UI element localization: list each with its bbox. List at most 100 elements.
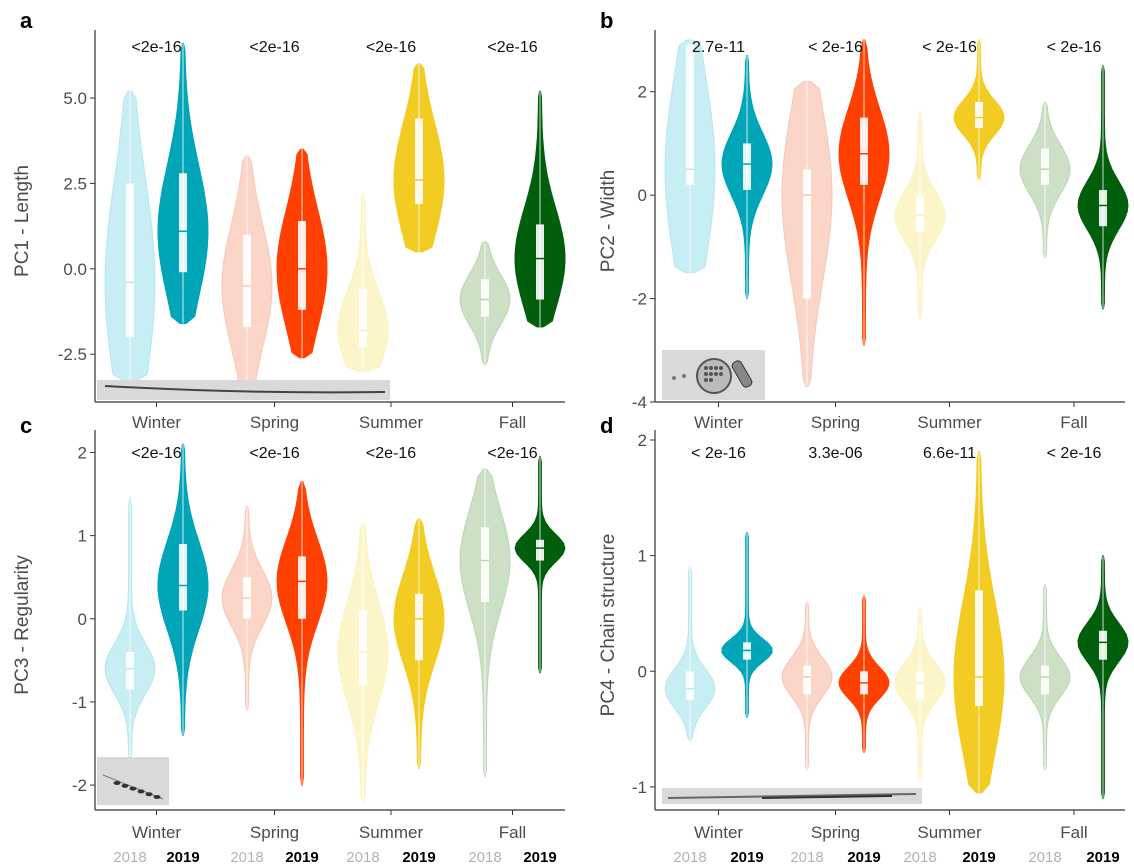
iqr-box bbox=[803, 169, 811, 299]
iqr-box bbox=[916, 195, 924, 232]
x-tick-label: Winter bbox=[132, 823, 181, 842]
panel-letter: b bbox=[600, 8, 613, 33]
iqr-box bbox=[179, 543, 187, 611]
iqr-box bbox=[298, 556, 306, 619]
iqr-box bbox=[1099, 630, 1107, 660]
x-tick-label: Spring bbox=[811, 823, 860, 842]
year-label-2018: 2018 bbox=[790, 849, 823, 865]
panel-b: b -4 -2 0 2 PC2 - Width Winter 2.7e-11 Spring < 2… bbox=[598, 8, 1129, 432]
violin-a-spring-2018 bbox=[221, 155, 273, 389]
violin-d-fall-2019 bbox=[1077, 555, 1129, 799]
year-label-2019: 2019 bbox=[847, 849, 880, 865]
violin-d-summer-2018 bbox=[894, 607, 946, 782]
iqr-box bbox=[179, 173, 187, 273]
iqr-box bbox=[975, 590, 983, 706]
iqr-box bbox=[686, 45, 694, 185]
iqr-box bbox=[743, 143, 751, 190]
x-tick-label: Summer bbox=[359, 823, 424, 842]
iqr-box bbox=[126, 652, 134, 690]
violin-b-winter-2018 bbox=[664, 39, 716, 274]
violin-b-summer-2019 bbox=[953, 39, 1005, 181]
cell-shape bbox=[714, 372, 718, 376]
x-tick-label: Summer bbox=[917, 413, 982, 432]
x-tick-label: Fall bbox=[1060, 413, 1087, 432]
p-value-label: 3.3e-06 bbox=[808, 445, 862, 462]
iqr-box bbox=[536, 539, 544, 561]
cell-shape bbox=[129, 786, 137, 791]
iqr-box bbox=[298, 221, 306, 310]
iqr-box bbox=[686, 671, 694, 701]
y-tick-label: 0 bbox=[638, 662, 647, 681]
iqr-box bbox=[359, 610, 367, 686]
cell-shape bbox=[672, 376, 676, 380]
panel-letter: a bbox=[20, 8, 33, 33]
x-tick-label: Winter bbox=[694, 413, 743, 432]
violin-a-winter-2019 bbox=[157, 42, 209, 324]
cell-shape bbox=[731, 360, 753, 388]
year-label-2019: 2019 bbox=[166, 849, 199, 865]
cell-shape bbox=[667, 793, 917, 799]
iqr-box bbox=[1041, 148, 1049, 185]
panel-letter: d bbox=[600, 413, 613, 438]
violin-d-summer-2019 bbox=[953, 451, 1005, 794]
panel-d: d -1 0 1 2 PC4 - Chain structure Winter < 2e-16… bbox=[598, 413, 1129, 865]
violin-b-fall-2019 bbox=[1077, 65, 1129, 310]
cell-shape bbox=[709, 366, 713, 370]
year-label-2019: 2019 bbox=[730, 849, 763, 865]
y-tick-label: 2 bbox=[638, 431, 647, 450]
y-tick-label: 1 bbox=[638, 547, 647, 566]
cell-shape bbox=[704, 366, 708, 370]
iqr-box bbox=[481, 527, 489, 603]
iqr-box bbox=[359, 289, 367, 348]
violin-c-winter-2018 bbox=[104, 497, 156, 761]
y-tick-label: -2 bbox=[72, 776, 87, 795]
year-label-2018: 2018 bbox=[903, 849, 936, 865]
cell-shape bbox=[719, 372, 723, 376]
year-label-2018: 2018 bbox=[113, 849, 146, 865]
y-tick-label: 0 bbox=[78, 610, 87, 629]
y-axis-label: PC4 - Chain structure bbox=[598, 534, 619, 717]
violin-b-summer-2018 bbox=[894, 111, 946, 320]
x-tick-label: Summer bbox=[359, 413, 424, 432]
x-tick-label: Fall bbox=[499, 413, 526, 432]
y-tick-label: 1 bbox=[78, 527, 87, 546]
cell-shape bbox=[104, 385, 386, 394]
iqr-box bbox=[126, 183, 134, 338]
p-value-label: 6.6e-11 bbox=[923, 445, 976, 462]
year-label-2019: 2019 bbox=[1086, 849, 1119, 865]
violin-c-winter-2019 bbox=[157, 443, 209, 736]
violin-a-summer-2018 bbox=[337, 193, 389, 372]
iqr-box bbox=[916, 671, 924, 701]
panel-c: c -2 -1 0 1 2 PC3 - Regularity Winter <2e-16 2018… bbox=[12, 413, 566, 865]
violin-a-summer-2019 bbox=[393, 63, 445, 253]
cell-shape bbox=[761, 795, 893, 799]
violin-b-spring-2019 bbox=[838, 39, 890, 346]
p-value-label: 2.7e-11 bbox=[692, 39, 745, 56]
violin-b-winter-2019 bbox=[721, 55, 773, 300]
p-value-label: <2e-16 bbox=[366, 39, 416, 56]
year-label-2018: 2018 bbox=[468, 849, 501, 865]
cell-shape bbox=[145, 792, 153, 797]
cell-shape bbox=[113, 781, 121, 785]
violin-a-spring-2019 bbox=[276, 148, 328, 359]
x-tick-label: Fall bbox=[1060, 823, 1087, 842]
y-tick-label: -1 bbox=[632, 778, 647, 797]
y-tick-label: 2 bbox=[638, 83, 647, 102]
cell-shape bbox=[704, 372, 708, 376]
iqr-box bbox=[415, 593, 423, 661]
cell-shape bbox=[709, 372, 713, 376]
violin-d-winter-2019 bbox=[721, 532, 773, 718]
inset-background bbox=[97, 380, 390, 400]
inset-micrograph bbox=[97, 380, 390, 400]
iqr-box bbox=[975, 102, 983, 128]
iqr-box bbox=[243, 234, 251, 327]
violin-c-spring-2019 bbox=[276, 481, 328, 786]
p-value-label: <2e-16 bbox=[249, 39, 299, 56]
p-value-label: < 2e-16 bbox=[691, 445, 746, 462]
y-tick-label: 2 bbox=[78, 443, 87, 462]
cell-shape bbox=[714, 366, 718, 370]
violin-a-fall-2019 bbox=[514, 90, 566, 328]
inset-micrograph bbox=[662, 788, 922, 804]
iqr-box bbox=[481, 279, 489, 317]
violin-d-spring-2019 bbox=[838, 595, 890, 753]
